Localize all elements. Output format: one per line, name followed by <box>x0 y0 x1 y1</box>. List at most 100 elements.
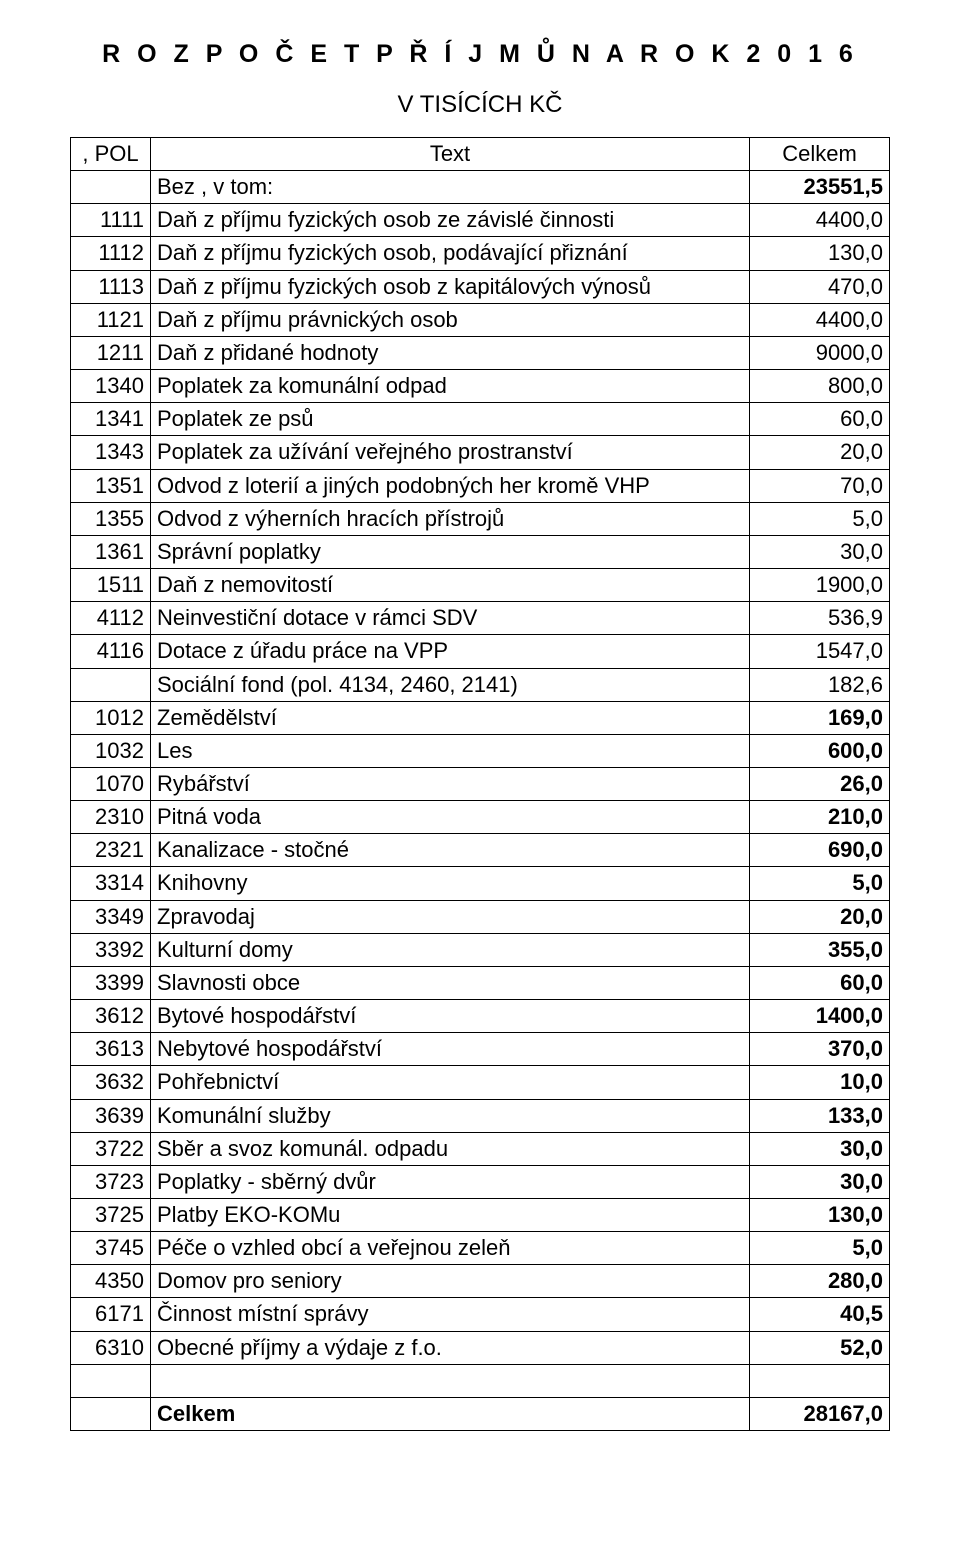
page-subtitle: V TISÍCÍCH KČ <box>70 91 890 119</box>
table-row: 3399Slavnosti obce60,0 <box>71 966 890 999</box>
table-row: 4112Neinvestiční dotace v rámci SDV536,9 <box>71 602 890 635</box>
cell-text: Daň z příjmu fyzických osob, podávající … <box>151 237 750 270</box>
cell-text: Odvod z výherních hracích přístrojů <box>151 502 750 535</box>
cell-text: Platby EKO-KOMu <box>151 1199 750 1232</box>
cell-pol: 2321 <box>71 834 151 867</box>
cell-total-value: 28167,0 <box>750 1397 890 1430</box>
cell-text: Pitná voda <box>151 801 750 834</box>
cell-text: Rybářství <box>151 767 750 800</box>
table-row: Bez , v tom:23551,5 <box>71 171 890 204</box>
table-row: 1343Poplatek za užívání veřejného prostr… <box>71 436 890 469</box>
cell-text: Bez , v tom: <box>151 171 750 204</box>
cell-pol: 4112 <box>71 602 151 635</box>
cell-text: Poplatky - sběrný dvůr <box>151 1165 750 1198</box>
cell-pol <box>71 171 151 204</box>
cell-value: 9000,0 <box>750 336 890 369</box>
cell-text: Knihovny <box>151 867 750 900</box>
cell-pol: 3349 <box>71 900 151 933</box>
table-row: Sociální fond (pol. 4134, 2460, 2141)182… <box>71 668 890 701</box>
cell-text: Poplatek za komunální odpad <box>151 370 750 403</box>
cell-pol: 1113 <box>71 270 151 303</box>
table-row: 3392Kulturní domy355,0 <box>71 933 890 966</box>
table-row: 1361Správní poplatky30,0 <box>71 535 890 568</box>
cell-pol <box>71 1397 151 1430</box>
cell-pol: 3613 <box>71 1033 151 1066</box>
col-header-pol: , POL <box>71 138 151 171</box>
cell-pol: 4350 <box>71 1265 151 1298</box>
cell-value: 1900,0 <box>750 569 890 602</box>
cell-value: 20,0 <box>750 436 890 469</box>
cell-value: 169,0 <box>750 701 890 734</box>
cell-text: Zpravodaj <box>151 900 750 933</box>
table-row-total: Celkem28167,0 <box>71 1397 890 1430</box>
cell-value: 10,0 <box>750 1066 890 1099</box>
cell-pol: 1343 <box>71 436 151 469</box>
table-row: 4350Domov pro seniory280,0 <box>71 1265 890 1298</box>
cell-pol: 3722 <box>71 1132 151 1165</box>
table-row: 1340Poplatek za komunální odpad800,0 <box>71 370 890 403</box>
table-row: 2321Kanalizace - stočné690,0 <box>71 834 890 867</box>
cell-pol <box>71 668 151 701</box>
cell-text: Zemědělství <box>151 701 750 734</box>
cell-text: Komunální služby <box>151 1099 750 1132</box>
cell-value: 40,5 <box>750 1298 890 1331</box>
cell-pol: 1032 <box>71 734 151 767</box>
cell-pol: 1340 <box>71 370 151 403</box>
cell-text: Kulturní domy <box>151 933 750 966</box>
cell-text: Péče o vzhled obcí a veřejnou zeleň <box>151 1232 750 1265</box>
table-row: 1070Rybářství26,0 <box>71 767 890 800</box>
table-header-row: , POL Text Celkem <box>71 138 890 171</box>
table-row: 6171Činnost místní správy40,5 <box>71 1298 890 1331</box>
cell-pol <box>71 1364 151 1397</box>
cell-text: Daň z příjmu právnických osob <box>151 303 750 336</box>
page: R O Z P O Č E T P Ř Í J M Ů N A R O K 2 … <box>0 0 960 1491</box>
cell-text: Bytové hospodářství <box>151 1000 750 1033</box>
cell-pol: 1341 <box>71 403 151 436</box>
cell-value: 4400,0 <box>750 303 890 336</box>
cell-value: 690,0 <box>750 834 890 867</box>
col-header-celkem: Celkem <box>750 138 890 171</box>
cell-value: 70,0 <box>750 469 890 502</box>
cell-value: 470,0 <box>750 270 890 303</box>
cell-pol: 6171 <box>71 1298 151 1331</box>
cell-value: 4400,0 <box>750 204 890 237</box>
table-row: 1111Daň z příjmu fyzických osob ze závis… <box>71 204 890 237</box>
col-header-text: Text <box>151 138 750 171</box>
table-row: 3725Platby EKO-KOMu130,0 <box>71 1199 890 1232</box>
cell-pol: 3314 <box>71 867 151 900</box>
cell-value: 30,0 <box>750 1165 890 1198</box>
cell-pol: 1012 <box>71 701 151 734</box>
cell-value <box>750 1364 890 1397</box>
cell-value: 23551,5 <box>750 171 890 204</box>
cell-value: 600,0 <box>750 734 890 767</box>
cell-text: Kanalizace - stočné <box>151 834 750 867</box>
table-row: 2310Pitná voda210,0 <box>71 801 890 834</box>
table-row: 1351Odvod z loterií a jiných podobných h… <box>71 469 890 502</box>
table-body: Bez , v tom:23551,51111Daň z příjmu fyzi… <box>71 171 890 1431</box>
cell-pol: 4116 <box>71 635 151 668</box>
cell-pol: 1361 <box>71 535 151 568</box>
table-row: 3723Poplatky - sběrný dvůr30,0 <box>71 1165 890 1198</box>
table-row: 1112Daň z příjmu fyzických osob, podávaj… <box>71 237 890 270</box>
cell-text: Sociální fond (pol. 4134, 2460, 2141) <box>151 668 750 701</box>
table-row: 3639Komunální služby133,0 <box>71 1099 890 1132</box>
cell-value: 30,0 <box>750 535 890 568</box>
cell-pol: 3745 <box>71 1232 151 1265</box>
cell-value: 1400,0 <box>750 1000 890 1033</box>
table-row: 1211Daň z přidané hodnoty9000,0 <box>71 336 890 369</box>
page-title: R O Z P O Č E T P Ř Í J M Ů N A R O K 2 … <box>70 40 890 69</box>
cell-value: 20,0 <box>750 900 890 933</box>
cell-text: Les <box>151 734 750 767</box>
cell-pol: 3725 <box>71 1199 151 1232</box>
cell-value: 60,0 <box>750 403 890 436</box>
cell-text: Odvod z loterií a jiných podobných her k… <box>151 469 750 502</box>
cell-pol: 1121 <box>71 303 151 336</box>
cell-value: 60,0 <box>750 966 890 999</box>
cell-pol: 1351 <box>71 469 151 502</box>
cell-value: 5,0 <box>750 1232 890 1265</box>
cell-pol: 6310 <box>71 1331 151 1364</box>
cell-pol: 1112 <box>71 237 151 270</box>
cell-text: Domov pro seniory <box>151 1265 750 1298</box>
cell-text: Sběr a svoz komunál. odpadu <box>151 1132 750 1165</box>
cell-pol: 1211 <box>71 336 151 369</box>
